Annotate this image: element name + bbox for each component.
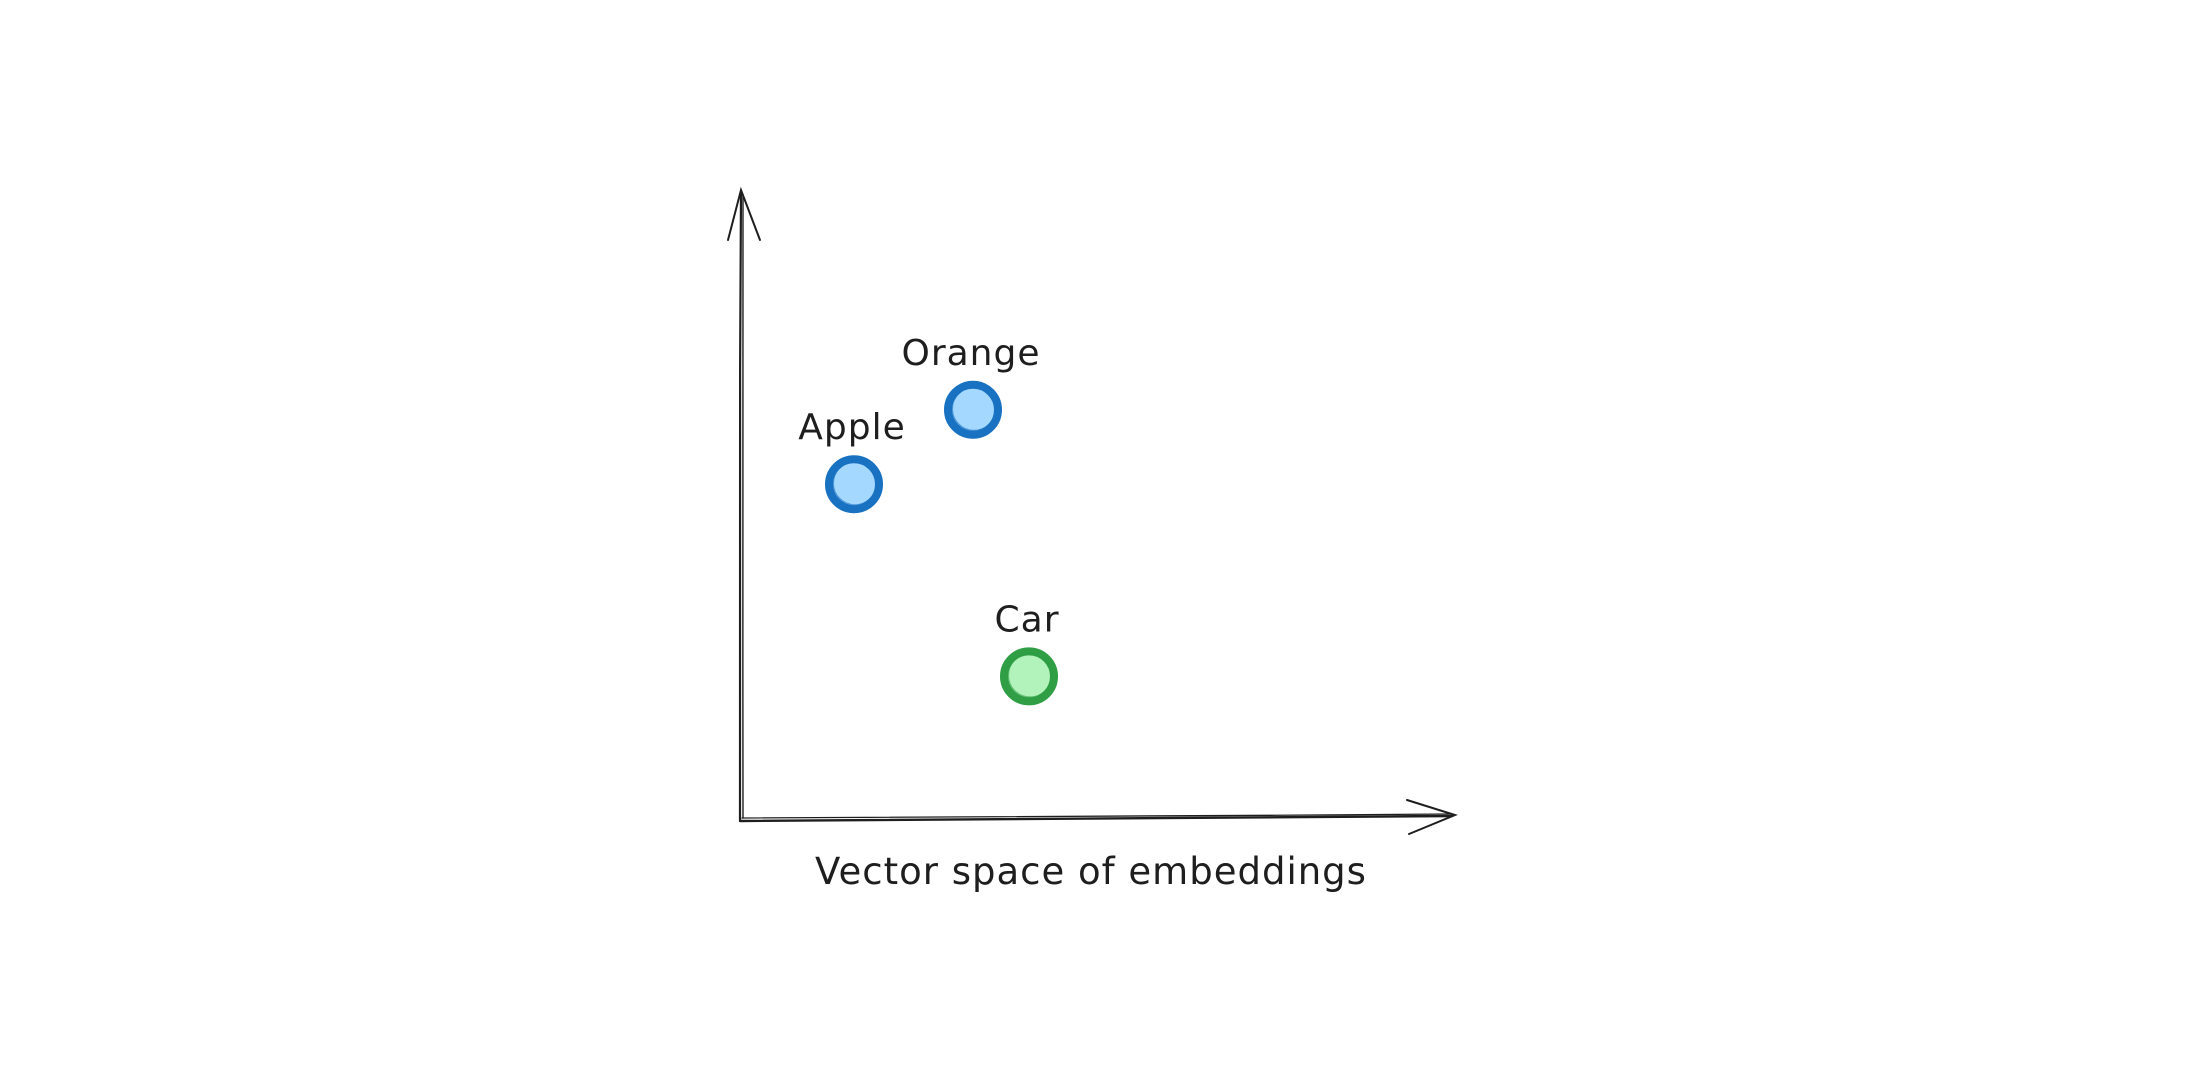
x-axis: [738, 799, 1458, 835]
point-apple-label: Apple: [798, 407, 905, 448]
diagram-caption: Vector space of embeddings: [815, 850, 1367, 893]
points-layer: Apple Orange Car: [798, 333, 1060, 706]
point-apple: Apple: [798, 407, 905, 514]
point-orange: Orange: [901, 333, 1040, 439]
point-orange-label: Orange: [901, 333, 1040, 374]
point-car-marker: [1000, 647, 1058, 706]
x-axis-arrowhead: [1406, 799, 1458, 835]
point-orange-marker: [944, 380, 1002, 439]
point-car-label: Car: [995, 599, 1060, 640]
y-axis: [727, 186, 761, 822]
point-apple-marker: [825, 455, 883, 514]
point-car: Car: [995, 599, 1060, 706]
y-axis-arrowhead: [727, 186, 761, 241]
